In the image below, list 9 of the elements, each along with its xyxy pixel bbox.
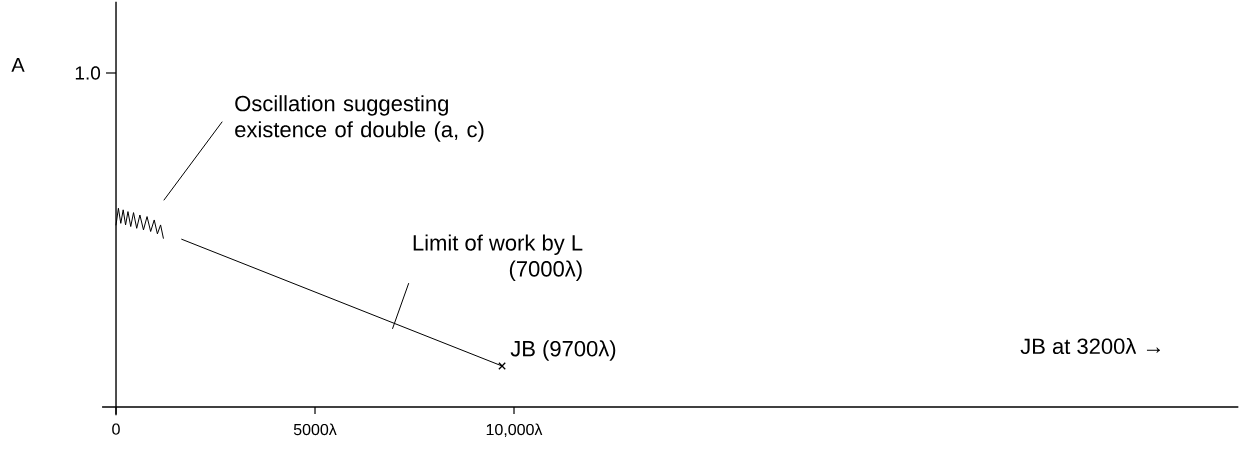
text: Oscillation suggesting existence of double (a, c) xyxy=(235,95,484,142)
annotation: JB at 3200λ → xyxy=(1020,337,1160,355)
x-tick-label: 0 xyxy=(112,423,120,435)
text: 1.0 xyxy=(75,66,101,80)
text: A xyxy=(11,58,25,72)
annotation: Limit of work by L (7000λ) xyxy=(413,234,583,281)
x-tick-label: 10,000λ xyxy=(486,423,543,438)
annotation: JB (9700λ) xyxy=(510,340,616,361)
x-tick-label: 5000λ xyxy=(293,423,337,436)
